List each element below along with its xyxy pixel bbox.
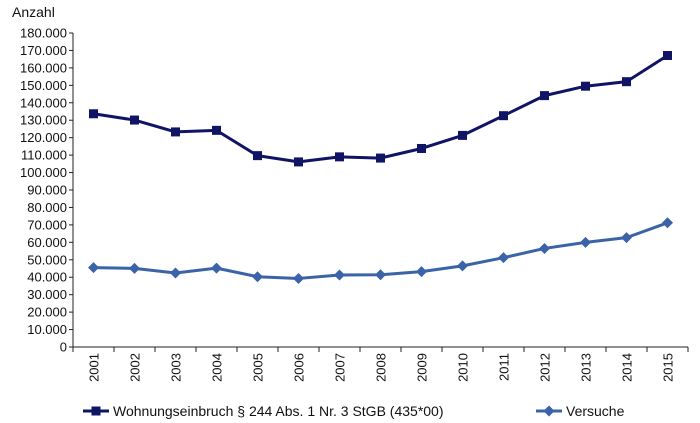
series-line: [93, 54, 669, 164]
x-tick-labels: 2001 2002 2003 2004 2005 2006 2007 2008 2009 2010…: [72, 347, 689, 382]
data-point: [171, 127, 180, 137]
data-point: [376, 153, 385, 163]
data-point: [457, 260, 468, 272]
y-tick-label: 0: [60, 340, 67, 355]
data-point: [663, 51, 672, 61]
x-tick-label: 2013: [579, 353, 594, 382]
y-tick-label: 20.000: [27, 305, 67, 320]
data-point: [580, 236, 591, 248]
y-tick-label: 90.000: [27, 183, 67, 198]
data-point: [88, 262, 99, 274]
data-point: [335, 152, 344, 162]
y-tick-label: 70.000: [27, 217, 67, 232]
axes: [72, 33, 688, 348]
y-tick-label: 40.000: [27, 270, 67, 285]
data-point: [498, 252, 509, 264]
x-tick-label: 2015: [661, 353, 676, 382]
data-point: [416, 266, 427, 278]
x-tick-label: 2010: [456, 353, 471, 382]
data-point: [211, 262, 222, 274]
series-1: [89, 51, 672, 167]
y-axis-label: Anzahl: [12, 4, 55, 20]
data-point: [334, 269, 345, 281]
data-point: [662, 217, 673, 229]
data-point: [622, 77, 631, 87]
x-tick-label: 2009: [415, 353, 430, 382]
x-tick-label: 2002: [128, 353, 143, 382]
y-tick-label: 150.000: [20, 78, 67, 93]
legend-item-1: Wohnungseinbruch § 244 Abs. 1 Nr. 3 StGB…: [83, 403, 444, 419]
y-tick-label: 140.000: [20, 95, 67, 110]
data-point: [581, 81, 590, 91]
series-2: [88, 217, 673, 284]
legend-marker: [543, 405, 555, 417]
y-tick-label: 100.000: [20, 165, 67, 180]
y-tick-label: 50.000: [27, 252, 67, 267]
x-tick-label: 2004: [210, 353, 225, 382]
x-tick-label: 2014: [620, 353, 635, 382]
data-point: [252, 271, 263, 283]
data-point: [294, 157, 303, 167]
data-point: [89, 109, 98, 119]
legend-marker: [91, 406, 101, 416]
legend-label: Versuche: [566, 403, 625, 419]
data-point: [293, 272, 304, 284]
legend: Wohnungseinbruch § 244 Abs. 1 Nr. 3 StGB…: [83, 403, 625, 419]
x-tick-label: 2006: [292, 353, 307, 382]
data-point: [417, 143, 426, 153]
data-point: [458, 130, 467, 140]
legend-label: Wohnungseinbruch § 244 Abs. 1 Nr. 3 StGB…: [113, 403, 444, 419]
data-point: [539, 242, 550, 254]
y-tick-label: 110.000: [21, 148, 67, 163]
data-point: [540, 91, 549, 101]
y-tick-labels: 0 10.000 20.000 30.000 40.000 50.000 60.000 70.…: [20, 26, 73, 355]
x-tick-label: 2005: [251, 353, 266, 382]
data-point: [130, 115, 139, 125]
y-tick-label: 130.000: [20, 113, 67, 128]
x-tick-label: 2003: [169, 353, 184, 382]
y-tick-label: 60.000: [27, 235, 67, 250]
y-tick-label: 160.000: [20, 60, 67, 75]
data-point: [129, 262, 140, 274]
y-tick-label: 170.000: [20, 43, 67, 58]
y-tick-label: 30.000: [27, 287, 67, 302]
series-group: [88, 51, 673, 284]
data-point: [499, 111, 508, 121]
y-tick-label: 180.000: [20, 26, 67, 41]
x-tick-label: 2007: [333, 353, 348, 382]
data-point: [253, 151, 262, 161]
legend-item-2: Versuche: [536, 403, 625, 419]
x-tick-label: 2001: [87, 353, 102, 382]
data-point: [170, 267, 181, 279]
data-point: [375, 269, 386, 281]
y-tick-label: 120.000: [20, 130, 67, 145]
x-tick-label: 2011: [497, 353, 512, 381]
y-tick-label: 10.000: [27, 322, 67, 337]
y-tick-label: 80.000: [27, 200, 67, 215]
data-point: [212, 125, 221, 135]
data-point: [621, 232, 632, 244]
x-tick-label: 2008: [374, 353, 389, 382]
x-tick-label: 2012: [538, 353, 553, 382]
